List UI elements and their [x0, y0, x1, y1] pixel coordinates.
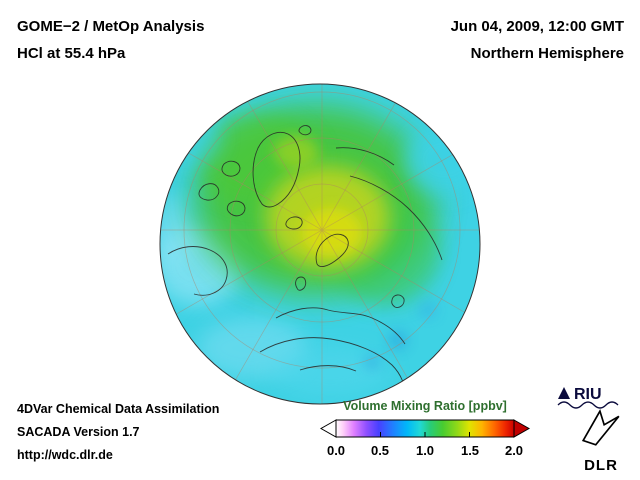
datetime-block: Jun 04, 2009, 12:00 GMT Northern Hemisph…: [451, 13, 624, 67]
title-block: GOME−2 / MetOp Analysis HCl at 55.4 hPa: [17, 13, 204, 67]
hemisphere-label: Northern Hemisphere: [470, 45, 624, 62]
dlr-logo-text: DLR: [584, 457, 618, 474]
dlr-emblem-icon: [581, 409, 620, 446]
riu-logo-icon: RIU: [557, 386, 619, 409]
colorbar-tick-label: 2.0: [504, 443, 524, 458]
colorbar-right-arrow: [513, 419, 530, 438]
figure-title: GOME−2 / MetOp Analysis: [17, 18, 205, 35]
heatmap-field: [160, 84, 480, 404]
graticule: [160, 84, 480, 404]
colorbar-left-arrow: [320, 419, 337, 438]
timestamp-label: Jun 04, 2009, 12:00 GMT: [450, 18, 624, 35]
riu-logo: RIU: [556, 382, 636, 410]
figure-subtitle: HCl at 55.4 hPa: [17, 45, 126, 62]
colorbar-tickmarks: [380, 432, 470, 437]
assimilation-label: 4DVar Chemical Data Assimilation: [17, 402, 220, 416]
riu-peak-icon: [558, 387, 570, 399]
coastlines: [167, 125, 443, 398]
riu-logo-text: RIU: [574, 386, 602, 403]
riu-wave-icon: [557, 401, 619, 409]
colorbar-tick-label: 1.5: [460, 443, 480, 458]
globe-outline: [159, 83, 481, 405]
footer-block: 4DVar Chemical Data Assimilation SACADA …: [17, 398, 219, 467]
dlr-logo: DLR: [572, 408, 630, 474]
colorbar-title: Volume Mixing Ratio [ppbv]: [343, 399, 507, 413]
colorbar-tick-label: 0.0: [326, 443, 346, 458]
colorbar-tick-label: 1.0: [415, 443, 435, 458]
colorbar: [320, 419, 530, 438]
url-label: http://wdc.dlr.de: [17, 448, 113, 462]
colorbar-tick-label: 0.5: [370, 443, 390, 458]
version-label: SACADA Version 1.7: [17, 425, 140, 439]
